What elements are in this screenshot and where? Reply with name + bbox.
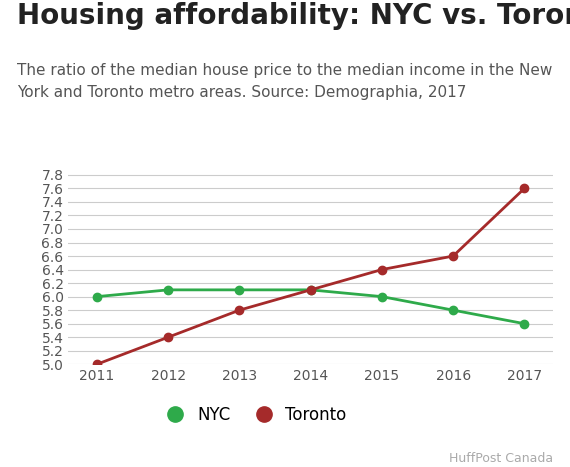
Text: The ratio of the median house price to the median income in the New
York and Tor: The ratio of the median house price to t… (17, 63, 552, 100)
Text: HuffPost Canada: HuffPost Canada (449, 452, 553, 465)
Legend: NYC, Toronto: NYC, Toronto (152, 399, 353, 431)
Text: Housing affordability: NYC vs. Toronto: Housing affordability: NYC vs. Toronto (17, 2, 570, 30)
